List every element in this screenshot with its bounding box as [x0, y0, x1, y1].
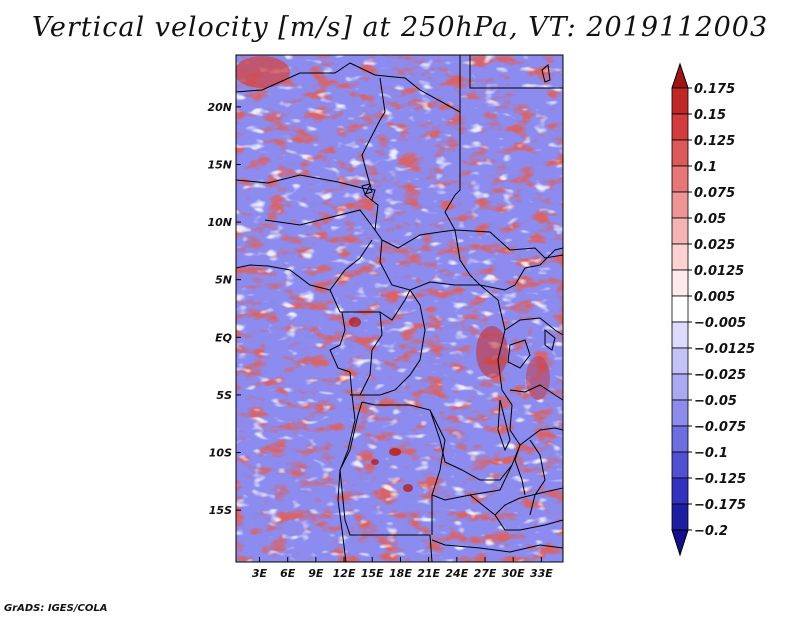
lat-label: 15N — [207, 158, 232, 171]
colorbar-swatch — [671, 425, 689, 453]
lon-label: 30E — [502, 567, 525, 580]
lon-label: 33E — [530, 567, 553, 580]
lon-label: 24E — [445, 567, 468, 580]
map-frame — [235, 54, 564, 563]
lat-label: 20N — [207, 101, 232, 114]
colorbar: 0.175 0.15 0.125 0.1 0.075 0.05 0.025 0.0125 0.0… — [671, 62, 755, 557]
colorbar-swatch — [671, 373, 689, 401]
velocity-field — [236, 55, 563, 562]
colorbar-label: −0.05 — [694, 394, 737, 409]
lon-label: 21E — [417, 567, 440, 580]
colorbar-swatch — [671, 321, 689, 349]
colorbar-swatch — [671, 347, 689, 375]
colorbar-swatch — [671, 113, 689, 141]
colorbar-top-arrow — [671, 62, 689, 89]
colorbar-label: −0.125 — [694, 472, 746, 487]
lon-label: 27E — [474, 567, 497, 580]
colorbar-label: 0.125 — [694, 134, 735, 149]
map-title: Vertical velocity [m/s] at 250hPa, VT: 2… — [31, 12, 769, 43]
lat-label: 5S — [216, 389, 232, 402]
colorbar-label: 0.005 — [694, 290, 735, 305]
colorbar-label: 0.075 — [694, 186, 735, 201]
colorbar-swatch — [671, 269, 689, 297]
colorbar-label: 0.15 — [694, 108, 726, 123]
colorbar-label: −0.005 — [694, 316, 746, 331]
longitude-axis: 3E 6E 9E 12E 15E 18E 21E 24E 27E 30E 33E — [252, 557, 553, 580]
colorbar-swatch — [671, 451, 689, 479]
lon-label: 3E — [252, 567, 268, 580]
colorbar-label: −0.1 — [694, 446, 728, 461]
grads-credit: GrADS: IGES/COLA — [4, 603, 108, 614]
colorbar-label: 0.1 — [694, 160, 717, 175]
colorbar-swatch — [671, 191, 689, 219]
colorbar-swatch — [671, 87, 689, 115]
latitude-axis: 20N 15N 10N 5N EQ 5S 10S 15S — [207, 101, 241, 517]
lat-label: EQ — [215, 331, 232, 344]
colorbar-label: −0.075 — [694, 420, 746, 435]
colorbar-label: 0.175 — [694, 82, 735, 97]
colorbar-swatch — [671, 243, 689, 271]
colorbar-swatch — [671, 165, 689, 193]
colorbar-label: −0.0125 — [694, 342, 755, 357]
colorbar-swatch — [671, 295, 689, 323]
colorbar-label: 0.025 — [694, 238, 735, 253]
colorbar-label: −0.175 — [694, 498, 746, 513]
colorbar-swatch — [671, 139, 689, 167]
colorbar-bottom-arrow — [671, 529, 689, 557]
colorbar-label: −0.025 — [694, 368, 746, 383]
lon-label: 18E — [389, 567, 412, 580]
colorbar-swatch — [671, 399, 689, 427]
colorbar-label: 0.0125 — [694, 264, 744, 279]
lon-label: 6E — [280, 567, 296, 580]
country-borders — [235, 55, 564, 563]
colorbar-label: 0.05 — [694, 212, 726, 227]
lon-label: 15E — [361, 567, 384, 580]
colorbar-label: −0.2 — [694, 524, 728, 539]
lat-label: 10S — [209, 447, 232, 460]
lon-label: 9E — [308, 567, 324, 580]
colorbar-swatch — [671, 503, 689, 531]
lat-label: 10N — [207, 216, 232, 229]
lon-label: 12E — [333, 567, 356, 580]
colorbar-swatch — [671, 217, 689, 245]
lat-label: 5N — [215, 274, 232, 287]
lat-label: 15S — [209, 504, 232, 517]
colorbar-swatch — [671, 477, 689, 505]
